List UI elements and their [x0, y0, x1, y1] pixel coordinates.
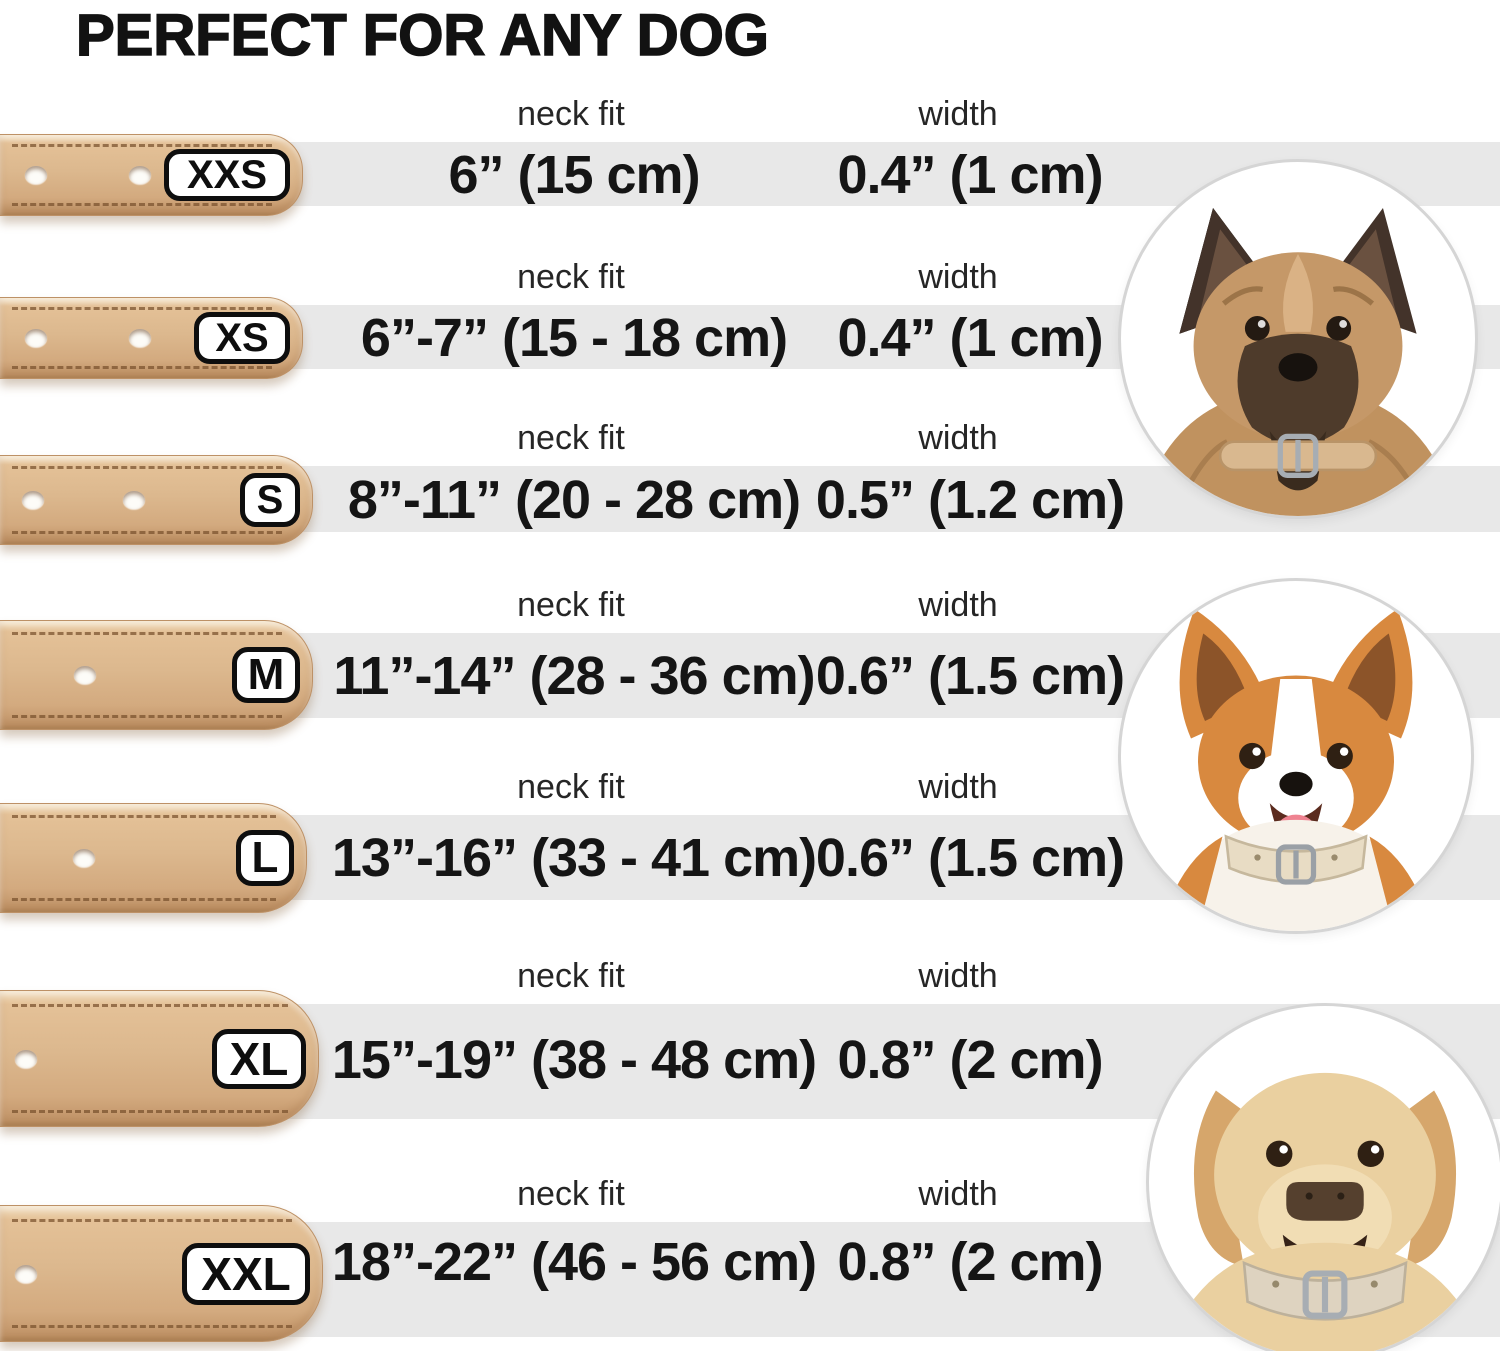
size-badge: M	[232, 647, 300, 703]
size-badge: S	[240, 473, 300, 527]
stitch-line	[12, 1004, 288, 1007]
size-badge: L	[236, 830, 294, 886]
stitch-line	[12, 203, 272, 206]
collar-strap: XXL	[0, 1205, 323, 1342]
page-title: PERFECT FOR ANY DOG	[75, 2, 769, 69]
width-label: width	[918, 95, 998, 133]
stitch-line	[12, 1219, 292, 1222]
stitch-line	[12, 898, 276, 901]
collar-hole	[15, 1264, 37, 1283]
collar-hole	[129, 329, 151, 347]
neck-fit-value: 6”-7” (15 - 18 cm)	[360, 308, 788, 368]
collar-hole	[25, 329, 47, 347]
width-value: 0.5” (1.2 cm)	[815, 470, 1125, 530]
width-value: 0.8” (2 cm)	[837, 1030, 1103, 1090]
width-label: width	[918, 957, 998, 995]
stitch-line	[12, 144, 272, 147]
collar-hole	[123, 491, 145, 509]
corgi-photo	[1118, 578, 1474, 934]
neck-fit-value: 13”-16” (33 - 41 cm)	[331, 828, 817, 888]
width-value: 0.6” (1.5 cm)	[815, 828, 1125, 888]
neck-fit-value: 15”-19” (38 - 48 cm)	[331, 1030, 817, 1090]
neck-fit-label: neck fit	[517, 95, 625, 133]
stitch-line	[12, 632, 282, 635]
width-value: 0.6” (1.5 cm)	[815, 646, 1125, 706]
collar-hole	[25, 166, 47, 184]
stitch-line	[12, 366, 272, 369]
collar-strap: XL	[0, 990, 319, 1127]
stitch-line	[12, 715, 282, 718]
collar-hole	[129, 166, 151, 184]
size-badge: XS	[194, 312, 290, 364]
collar-strap: L	[0, 803, 307, 913]
collar-hole	[22, 491, 44, 509]
size-badge: XL	[212, 1028, 306, 1089]
stitch-line	[12, 815, 276, 818]
neck-fit-value: 18”-22” (46 - 56 cm)	[331, 1232, 817, 1292]
stitch-line	[12, 1110, 288, 1113]
width-value: 0.4” (1 cm)	[837, 145, 1103, 205]
neck-fit-label: neck fit	[517, 258, 625, 296]
neck-fit-value: 11”-14” (28 - 36 cm)	[333, 646, 815, 706]
collar-strap: XS	[0, 297, 303, 379]
width-label: width	[918, 419, 998, 457]
terrier-illustration	[1138, 208, 1458, 516]
neck-fit-label: neck fit	[517, 1175, 625, 1213]
labrador-illustration	[1165, 1072, 1485, 1351]
neck-fit-label: neck fit	[517, 419, 625, 457]
collar-hole	[74, 666, 96, 684]
neck-fit-label: neck fit	[517, 957, 625, 995]
width-label: width	[918, 1175, 998, 1213]
terrier-photo	[1118, 159, 1478, 519]
size-badge: XXL	[182, 1242, 310, 1305]
width-label: width	[918, 586, 998, 624]
stitch-line	[12, 307, 272, 310]
stitch-line	[12, 531, 282, 534]
collar-hole	[15, 1049, 37, 1068]
width-value: 0.8” (2 cm)	[837, 1232, 1103, 1292]
size-badge: XXS	[164, 149, 290, 201]
collar-hole	[73, 849, 95, 867]
width-value: 0.4” (1 cm)	[837, 308, 1103, 368]
stitch-line	[12, 1325, 292, 1328]
width-label: width	[918, 258, 998, 296]
collar-strap: S	[0, 455, 313, 545]
collar-strap: M	[0, 620, 313, 730]
collar-strap: XXS	[0, 134, 303, 216]
neck-fit-value: 8”-11” (20 - 28 cm)	[347, 470, 801, 530]
width-label: width	[918, 768, 998, 806]
corgi-illustration	[1159, 609, 1433, 931]
labrador-photo	[1146, 1003, 1500, 1351]
neck-fit-label: neck fit	[517, 586, 625, 624]
stitch-line	[12, 466, 282, 469]
neck-fit-label: neck fit	[517, 768, 625, 806]
neck-fit-value: 6” (15 cm)	[448, 145, 700, 205]
